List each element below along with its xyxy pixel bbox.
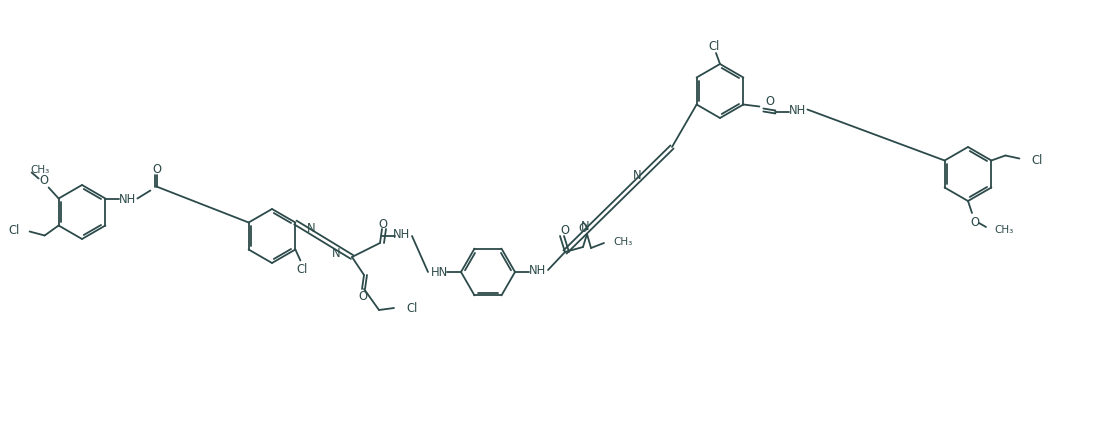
Text: NH: NH xyxy=(789,104,806,117)
Text: Cl: Cl xyxy=(406,302,417,315)
Text: Cl: Cl xyxy=(297,262,308,275)
Text: Cl: Cl xyxy=(709,40,720,52)
Text: N: N xyxy=(633,169,642,181)
Text: O: O xyxy=(39,174,48,187)
Text: NH: NH xyxy=(118,193,136,206)
Text: O: O xyxy=(561,223,569,236)
Text: O: O xyxy=(765,95,773,108)
Text: CH₃: CH₃ xyxy=(994,224,1014,234)
Text: NH: NH xyxy=(394,228,410,241)
Text: O: O xyxy=(378,217,387,230)
Text: O: O xyxy=(359,290,367,303)
Text: Cl: Cl xyxy=(9,224,20,236)
Text: NH: NH xyxy=(529,264,545,277)
Text: N: N xyxy=(331,246,340,259)
Text: N: N xyxy=(580,220,589,233)
Text: O: O xyxy=(971,215,980,228)
Text: HN: HN xyxy=(430,266,448,279)
Text: O: O xyxy=(151,163,161,175)
Text: CH₃: CH₃ xyxy=(31,164,49,174)
Text: O: O xyxy=(578,222,588,235)
Text: N: N xyxy=(307,221,316,234)
Text: Cl: Cl xyxy=(1031,154,1042,166)
Text: CH₃: CH₃ xyxy=(613,237,632,246)
